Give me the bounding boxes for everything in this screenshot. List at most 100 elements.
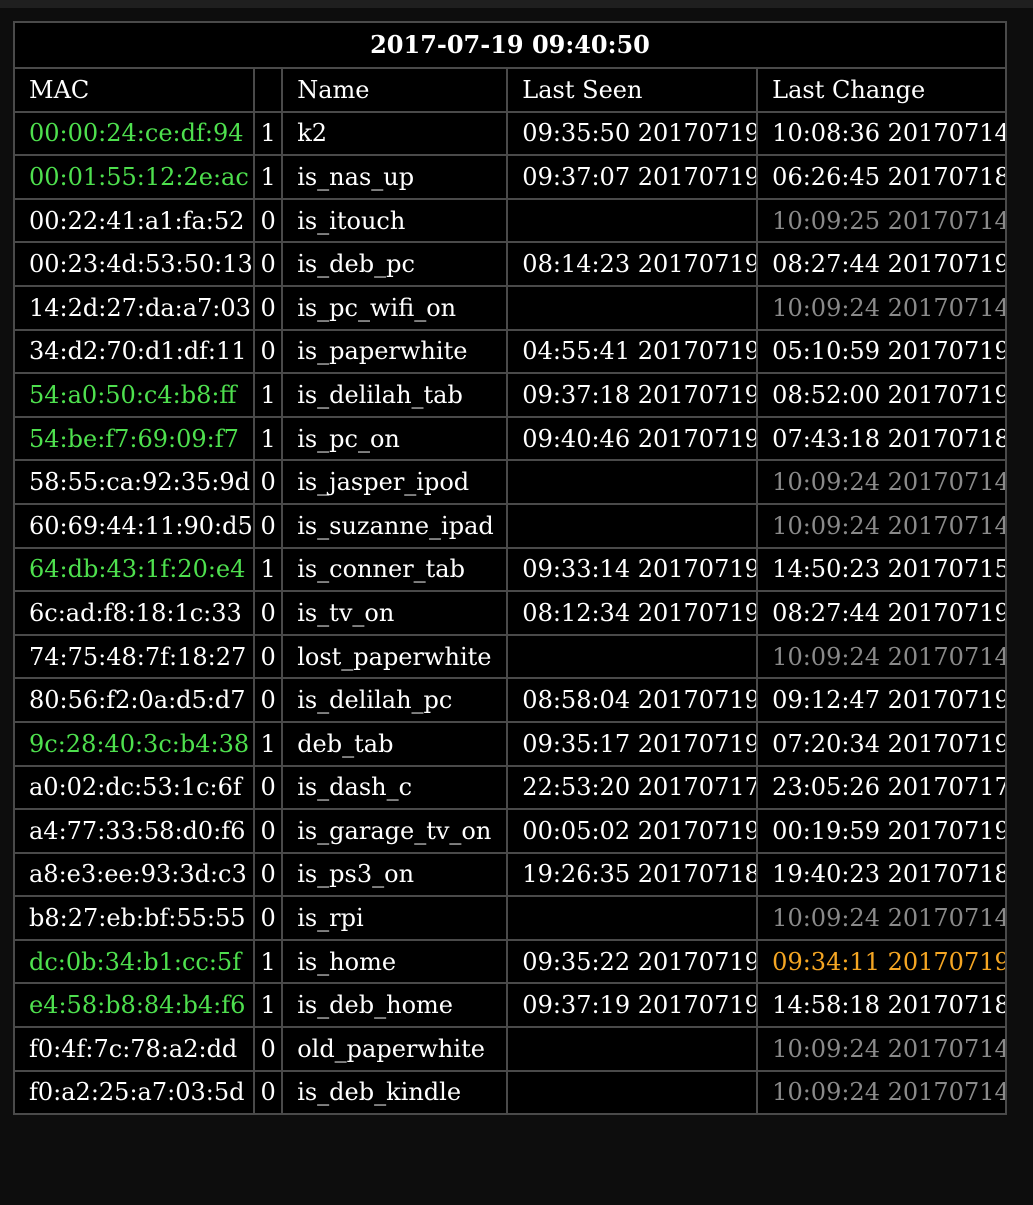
last-seen-cell [506, 197, 759, 244]
table-row: f0:4f:7c:78:a2:dd 0 old_paperwhite 10:09:24… [12, 1026, 1007, 1072]
last-change-cell: 10:08:36 20170714 [756, 110, 1007, 157]
last-change-cell: 10:09:24 20170714 [756, 1026, 1007, 1072]
device-name-cell: is_delilah_pc [281, 677, 509, 723]
mac-cell: 64:db:43:1f:20:e4 [12, 546, 256, 593]
last-change-cell: 08:27:44 20170719 [756, 590, 1007, 636]
last-change-cell: 19:40:23 20170718 [756, 851, 1007, 898]
table-row: a4:77:33:58:d0:f6 0 is_garage_tv_on 00:05:0… [12, 808, 1007, 854]
table-row: 00:01:55:12:2e:ac 1 is_nas_up 09:37:07 2017… [12, 154, 1007, 200]
table-row: 14:2d:27:da:a7:03 0 is_pc_wifi_on 10:09:24 … [12, 284, 1007, 331]
state-cell: 1 [253, 720, 284, 767]
last-seen-cell: 09:35:17 20170719 [506, 720, 759, 767]
mac-cell: f0:4f:7c:78:a2:dd [12, 1026, 256, 1072]
last-change-cell: 10:09:24 20170714 [756, 284, 1007, 331]
state-cell: 1 [253, 415, 284, 462]
state-cell: 0 [253, 764, 284, 811]
state-cell: 1 [253, 546, 284, 593]
column-header-last-seen: Last Seen [506, 67, 759, 113]
device-name-cell: is_home [281, 938, 509, 985]
last-seen-cell [506, 633, 759, 680]
last-change-cell: 10:09:25 20170714 [756, 197, 1007, 244]
table-row: 60:69:44:11:90:d5 0 is_suzanne_ipad 10:09:2… [12, 502, 1007, 549]
last-seen-cell [506, 1026, 759, 1072]
device-name-cell: is_pc_wifi_on [281, 284, 509, 331]
mac-cell: 00:23:4d:53:50:13 [12, 241, 256, 287]
last-change-cell: 23:05:26 20170717 [756, 764, 1007, 811]
mac-cell: 54:a0:50:c4:b8:ff [12, 372, 256, 418]
device-name-cell: is_ps3_on [281, 851, 509, 898]
table-row: b8:27:eb:bf:55:55 0 is_rpi 10:09:24 2017071… [12, 895, 1007, 941]
mac-cell: f0:a2:25:a7:03:5d [12, 1069, 256, 1116]
device-name-cell: is_deb_home [281, 982, 509, 1029]
device-name-cell: is_deb_pc [281, 241, 509, 287]
last-seen-cell [506, 1069, 759, 1116]
device-name-cell: is_tv_on [281, 590, 509, 636]
table-row: 54:a0:50:c4:b8:ff 1 is_delilah_tab 09:37:18… [12, 372, 1007, 418]
state-cell: 1 [253, 938, 284, 985]
mac-cell: a8:e3:ee:93:3d:c3 [12, 851, 256, 898]
state-cell: 0 [253, 502, 284, 549]
last-change-cell: 10:09:24 20170714 [756, 459, 1007, 505]
mac-cell: 58:55:ca:92:35:9d [12, 459, 256, 505]
state-cell: 0 [253, 851, 284, 898]
mac-cell: 14:2d:27:da:a7:03 [12, 284, 256, 331]
last-seen-cell: 08:14:23 20170719 [506, 241, 759, 287]
device-name-cell: k2 [281, 110, 509, 157]
page-timestamp: 2017-07-19 09:40:50 [13, 21, 1007, 69]
device-rows: 00:00:24:ce:df:94 1 k2 09:35:50 20170719 10:… [12, 110, 1007, 1116]
mac-cell: 00:00:24:ce:df:94 [12, 110, 256, 157]
title-row: 2017-07-19 09:40:50 [13, 21, 1007, 69]
state-cell: 1 [253, 372, 284, 418]
table-row: 74:75:48:7f:18:27 0 lost_paperwhite 10:09:2… [12, 633, 1007, 680]
last-seen-cell [506, 284, 759, 331]
table-row: 9c:28:40:3c:b4:38 1 deb_tab 09:35:17 201707… [12, 720, 1007, 767]
last-seen-cell [506, 895, 759, 941]
column-header-last-change: Last Change [756, 67, 1007, 113]
last-seen-cell: 22:53:20 20170717 [506, 764, 759, 811]
device-name-cell: is_suzanne_ipad [281, 502, 509, 549]
table-row: 00:00:24:ce:df:94 1 k2 09:35:50 20170719 10:… [12, 110, 1007, 157]
last-change-cell: 06:26:45 20170718 [756, 154, 1007, 200]
last-change-cell: 14:58:18 20170718 [756, 982, 1007, 1029]
last-seen-cell: 09:33:14 20170719 [506, 546, 759, 593]
last-seen-cell: 08:58:04 20170719 [506, 677, 759, 723]
state-cell: 0 [253, 1069, 284, 1116]
last-seen-cell: 04:55:41 20170719 [506, 328, 759, 375]
mac-cell: a4:77:33:58:d0:f6 [12, 808, 256, 854]
device-name-cell: deb_tab [281, 720, 509, 767]
table-row: 54:be:f7:69:09:f7 1 is_pc_on 09:40:46 20170… [12, 415, 1007, 462]
last-seen-cell: 00:05:02 20170719 [506, 808, 759, 854]
column-header-mac: MAC [12, 67, 256, 113]
mac-cell: e4:58:b8:84:b4:f6 [12, 982, 256, 1029]
state-cell: 0 [253, 197, 284, 244]
last-seen-cell: 09:37:18 20170719 [506, 372, 759, 418]
table-row: a8:e3:ee:93:3d:c3 0 is_ps3_on 19:26:35 2017… [12, 851, 1007, 898]
table-row: 00:23:4d:53:50:13 0 is_deb_pc 08:14:23 2017… [12, 241, 1007, 287]
device-name-cell: is_rpi [281, 895, 509, 941]
device-name-cell: is_nas_up [281, 154, 509, 200]
table-row: 58:55:ca:92:35:9d 0 is_jasper_ipod 10:09:24… [12, 459, 1007, 505]
state-cell: 0 [253, 808, 284, 854]
last-seen-cell: 09:35:22 20170719 [506, 938, 759, 985]
device-name-cell: is_conner_tab [281, 546, 509, 593]
device-name-cell: is_garage_tv_on [281, 808, 509, 854]
mac-cell: 6c:ad:f8:18:1c:33 [12, 590, 256, 636]
last-change-cell: 09:34:11 20170719 [756, 938, 1007, 985]
last-change-cell: 10:09:24 20170714 [756, 633, 1007, 680]
mac-cell: 74:75:48:7f:18:27 [12, 633, 256, 680]
mac-cell: dc:0b:34:b1:cc:5f [12, 938, 256, 985]
device-name-cell: lost_paperwhite [281, 633, 509, 680]
mac-cell: 54:be:f7:69:09:f7 [12, 415, 256, 462]
table-row: e4:58:b8:84:b4:f6 1 is_deb_home 09:37:19 20… [12, 982, 1007, 1029]
mac-cell: 34:d2:70:d1:df:11 [12, 328, 256, 375]
device-name-cell: is_delilah_tab [281, 372, 509, 418]
last-seen-cell: 09:35:50 20170719 [506, 110, 759, 157]
mac-cell: 80:56:f2:0a:d5:d7 [12, 677, 256, 723]
device-name-cell: is_paperwhite [281, 328, 509, 375]
last-change-cell: 08:52:00 20170719 [756, 372, 1007, 418]
mac-cell: 9c:28:40:3c:b4:38 [12, 720, 256, 767]
mac-cell: 00:01:55:12:2e:ac [12, 154, 256, 200]
device-name-cell: is_jasper_ipod [281, 459, 509, 505]
device-name-cell: old_paperwhite [281, 1026, 509, 1072]
